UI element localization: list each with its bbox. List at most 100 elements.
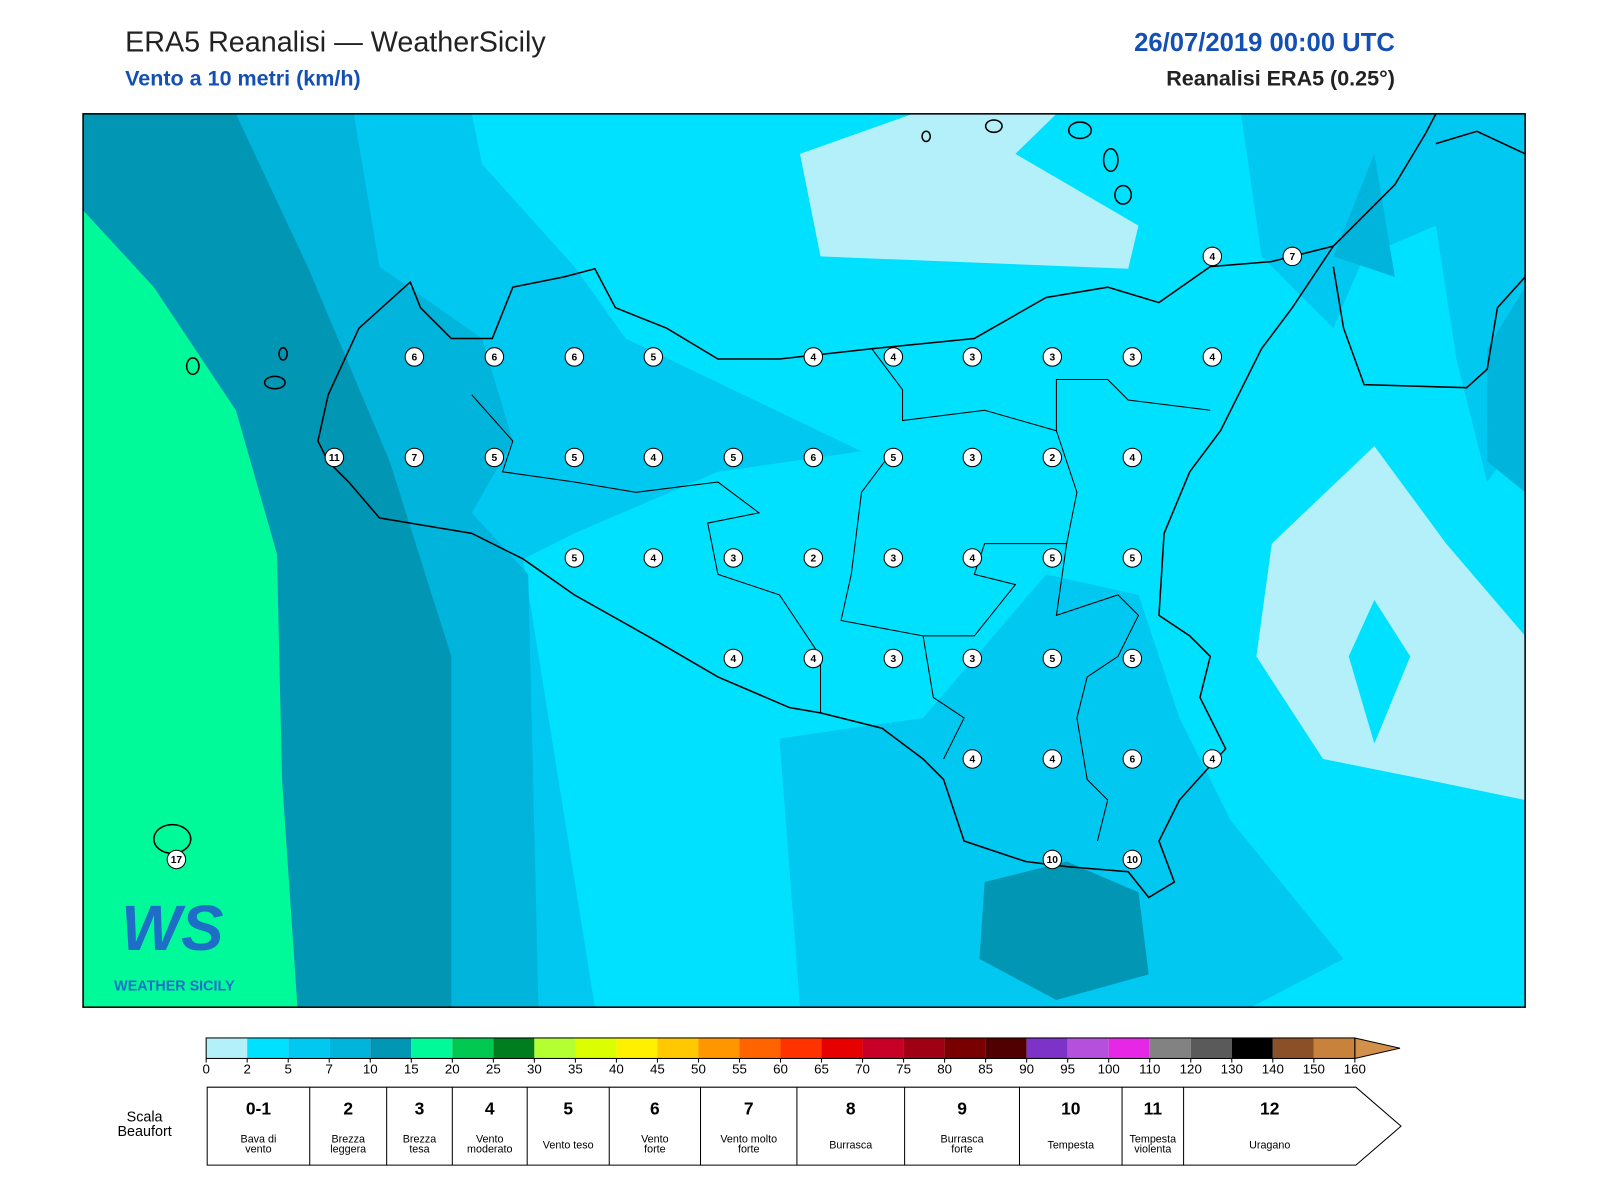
station-marker	[324, 447, 345, 468]
station-marker	[564, 548, 585, 568]
source: Reanalisi ERA5 (0.25°)	[1166, 67, 1395, 91]
scale-label: Scala	[127, 1110, 163, 1126]
tick-label: 160	[1344, 1061, 1366, 1076]
station-value: 6	[412, 353, 418, 364]
station-marker	[1042, 749, 1063, 769]
station-value: 4	[810, 654, 816, 665]
station-marker	[1042, 849, 1063, 870]
station-value: 5	[572, 453, 578, 464]
tick-label: 40	[609, 1061, 624, 1076]
province-border	[471, 394, 822, 713]
station-marker	[166, 849, 187, 870]
color-bin	[780, 1037, 822, 1059]
date: 26/07/2019 00:00 UTC	[1134, 29, 1395, 57]
station-value: 4	[890, 353, 896, 364]
tick-label: 90	[1019, 1061, 1034, 1076]
color-bin	[575, 1037, 617, 1059]
station-value: 4	[730, 654, 736, 665]
color-bin	[370, 1037, 412, 1059]
stations: 6 6 6 5 4 4 3 3 3 4 11 7 5 5 4 5 6 5 3 2 4 5 4 3 2 3 4 5 5 4 4 3 3 5 5 4 4 6 4…	[166, 246, 1303, 870]
station-value: 11	[329, 453, 340, 464]
tick-label: 50	[691, 1061, 706, 1076]
station-value: 5	[730, 453, 736, 464]
beaufort-force: 5	[563, 1098, 573, 1118]
station-marker	[1122, 548, 1143, 568]
station-marker	[1282, 246, 1303, 267]
beaufort-force: 8	[846, 1098, 856, 1118]
station-value: 3	[969, 453, 975, 464]
wind-area	[1348, 600, 1411, 744]
beaufort-desc: leggera	[330, 1144, 366, 1156]
beaufort-desc: Burrasca	[829, 1139, 872, 1151]
beaufort-desc: Brezza	[403, 1133, 436, 1145]
station-marker	[962, 447, 983, 468]
station-marker	[723, 447, 744, 468]
station-value: 6	[572, 353, 578, 364]
station-marker	[484, 447, 505, 468]
beaufort-desc: Vento molto	[720, 1133, 777, 1145]
beaufort-desc: Bava di	[241, 1133, 277, 1145]
tick-label: 85	[978, 1061, 993, 1076]
coastline	[1332, 266, 1526, 389]
station-value: 5	[1049, 554, 1055, 565]
tick-label: 60	[773, 1061, 788, 1076]
province-border	[1055, 543, 1140, 842]
wind-area	[799, 113, 1139, 269]
station-value: 5	[572, 554, 578, 565]
station-value: 3	[1049, 353, 1055, 364]
map-frame	[82, 113, 1526, 1008]
color-bin	[1108, 1037, 1150, 1059]
color-bin	[452, 1037, 494, 1059]
station-value: 2	[810, 554, 816, 565]
station-marker	[803, 648, 824, 669]
beaufort-desc: violenta	[1134, 1144, 1171, 1156]
station-value: 4	[1049, 755, 1055, 766]
color-bin	[985, 1037, 1027, 1059]
station-marker	[484, 347, 505, 367]
station-marker	[883, 548, 904, 568]
wind-area	[1487, 287, 1526, 493]
station-value: 4	[1209, 353, 1215, 364]
coastline	[317, 244, 1336, 899]
wind-area	[779, 574, 1344, 1008]
beaufort-force: 0-1	[246, 1098, 271, 1118]
beaufort-force: 2	[343, 1098, 353, 1118]
scale-frame	[206, 1086, 1402, 1166]
color-bin	[1026, 1037, 1068, 1059]
station-value: 4	[650, 453, 656, 464]
station-value: 6	[1129, 755, 1135, 766]
station-value: 4	[650, 554, 656, 565]
logo-name: WEATHER SICILY	[114, 978, 235, 994]
color-bin	[739, 1037, 781, 1059]
tick-label: 95	[1060, 1061, 1075, 1076]
station-marker	[404, 447, 425, 468]
color-bin	[411, 1037, 453, 1059]
station-value: 10	[1047, 855, 1059, 866]
island	[185, 357, 200, 376]
station-value: 3	[890, 654, 896, 665]
beaufort-force: 4	[485, 1098, 495, 1118]
tick-label: 30	[527, 1061, 542, 1076]
station-value: 4	[1209, 755, 1215, 766]
station-value: 3	[969, 654, 975, 665]
station-marker	[723, 648, 744, 669]
station-marker	[564, 447, 585, 468]
station-value: 5	[890, 453, 896, 464]
wind-area	[979, 861, 1149, 1000]
station-marker	[962, 749, 983, 769]
beaufort-desc: forte	[951, 1144, 973, 1156]
island	[263, 375, 286, 390]
scale-label: Beaufort	[117, 1124, 171, 1140]
color-bin	[288, 1037, 330, 1059]
tick-label: 20	[445, 1061, 460, 1076]
station-marker	[1122, 749, 1143, 769]
color-bin	[903, 1037, 945, 1059]
station-marker	[803, 447, 824, 468]
station-marker	[883, 347, 904, 367]
color-bin	[657, 1037, 699, 1059]
station-marker	[404, 347, 425, 367]
station-marker	[643, 447, 664, 468]
beaufort-force: 7	[744, 1098, 754, 1118]
tick-label: 7	[326, 1061, 333, 1076]
